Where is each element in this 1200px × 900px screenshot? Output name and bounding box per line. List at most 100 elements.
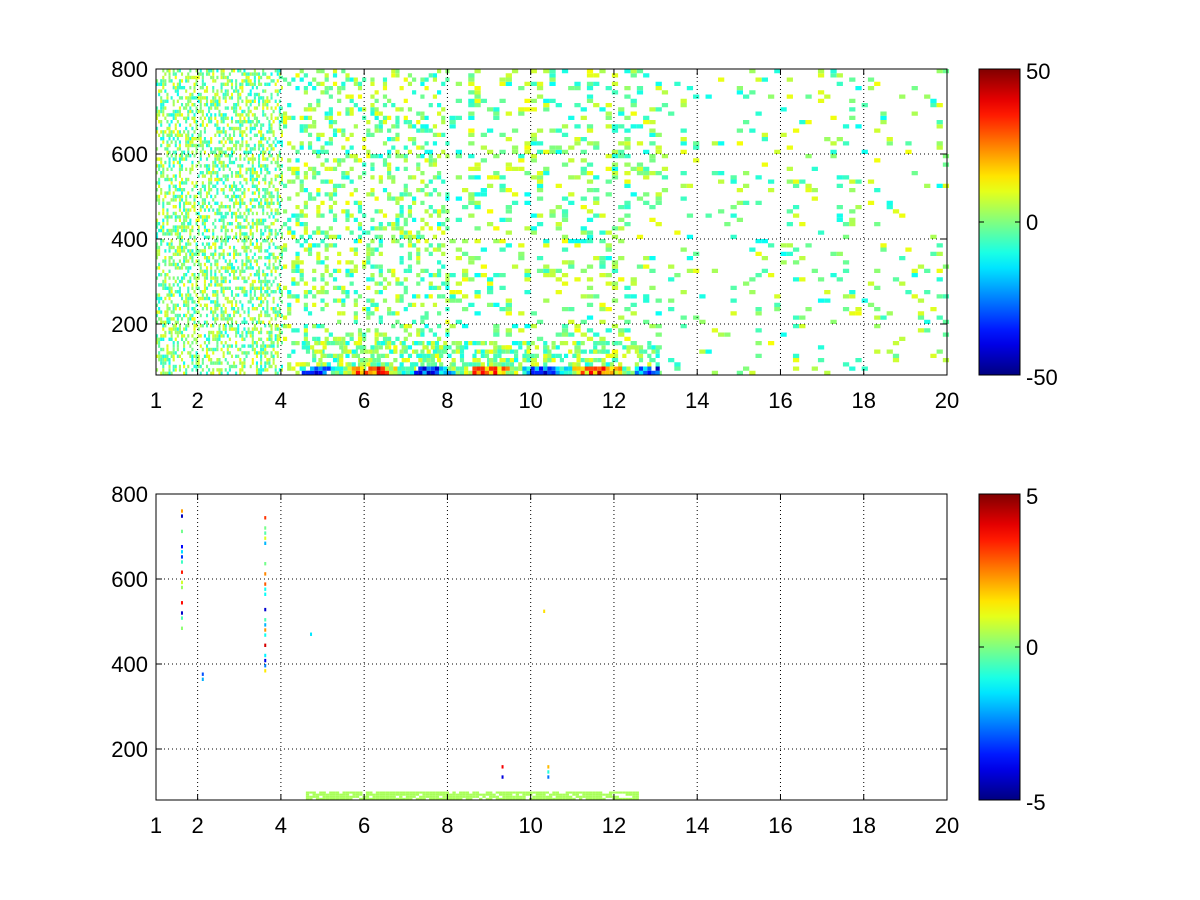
heatmap-cell <box>345 77 350 82</box>
heatmap-cell <box>445 154 450 159</box>
heatmap-cell <box>239 96 242 100</box>
heatmap-cell <box>382 795 386 798</box>
heatmap-cell <box>210 371 213 375</box>
heatmap-cell <box>391 73 396 78</box>
heatmap-cell <box>530 311 537 316</box>
heatmap-cell <box>183 228 186 233</box>
heatmap-cell <box>237 194 240 199</box>
heatmap-cell <box>197 225 200 229</box>
heatmap-cell <box>568 319 575 324</box>
heatmap-cell <box>618 217 625 222</box>
heatmap-cell <box>224 228 227 233</box>
heatmap-cell <box>212 290 215 294</box>
heatmap-cell <box>266 205 269 209</box>
heatmap-cell <box>499 285 506 290</box>
heatmap-cell <box>880 115 887 120</box>
heatmap-cell <box>278 89 281 93</box>
heatmap-cell <box>624 137 631 142</box>
heatmap-cell <box>849 115 856 120</box>
heatmap-cell <box>162 109 165 114</box>
heatmap-cell <box>786 251 793 256</box>
heatmap-cell <box>593 345 598 350</box>
heatmap-cell <box>489 370 494 375</box>
heatmap-cell <box>395 120 400 125</box>
heatmap-cell <box>291 115 296 120</box>
heatmap-cell <box>480 188 487 193</box>
heatmap-cell <box>474 239 481 244</box>
heatmap-cell <box>276 371 279 375</box>
heatmap-cell <box>168 79 171 83</box>
heatmap-cell <box>339 362 344 367</box>
heatmap-cell <box>555 149 562 154</box>
heatmap-cell <box>899 94 906 99</box>
heatmap-cell <box>282 115 288 120</box>
heatmap-cell <box>224 194 227 199</box>
heatmap-cell <box>205 273 209 277</box>
heatmap-cell <box>905 149 912 154</box>
heatmap-cell <box>332 188 338 193</box>
heatmap-cell <box>233 69 236 73</box>
heatmap-cell <box>374 111 379 116</box>
heatmap-cell <box>680 315 687 320</box>
heatmap-cell <box>605 307 612 312</box>
heatmap-cell <box>224 92 227 97</box>
heatmap-cell <box>172 228 175 233</box>
heatmap-cell <box>235 143 238 148</box>
heatmap-cell <box>166 133 169 137</box>
heatmap-cell <box>228 344 231 348</box>
heatmap-cell <box>434 366 440 371</box>
heatmap-cell <box>767 179 775 184</box>
heatmap-cell <box>205 351 209 355</box>
heatmap-cell <box>316 149 321 154</box>
heatmap-cell <box>260 232 263 236</box>
heatmap-cell <box>452 797 456 800</box>
heatmap-cell <box>605 349 610 354</box>
heatmap-cell <box>280 198 283 202</box>
heatmap-cell <box>251 334 254 338</box>
heatmap-cell <box>216 201 219 205</box>
heatmap-cell <box>543 358 548 363</box>
heatmap-cell <box>792 247 800 252</box>
heatmap-cell <box>164 296 167 301</box>
heatmap-cell <box>428 103 433 108</box>
heatmap-cell <box>220 130 223 134</box>
heatmap-cell <box>339 358 344 363</box>
heatmap-cell <box>601 370 606 375</box>
heatmap-cell <box>160 130 163 134</box>
heatmap-cell <box>403 154 408 159</box>
heatmap-cell <box>164 313 167 318</box>
heatmap-cell <box>605 341 610 346</box>
heatmap-cell <box>445 77 450 82</box>
heatmap-cell <box>416 128 421 133</box>
heatmap-cell <box>199 208 202 212</box>
heatmap-cell <box>301 345 306 350</box>
heatmap-cell <box>272 279 275 284</box>
heatmap-cell <box>439 370 444 375</box>
heatmap-cell <box>316 205 321 210</box>
heatmap-cell <box>226 317 229 321</box>
heatmap-cell <box>420 77 425 82</box>
heatmap-cell <box>191 334 194 338</box>
heatmap-cell <box>580 226 587 231</box>
heatmap-cell <box>568 370 573 375</box>
heatmap-cell <box>874 315 881 320</box>
heatmap-cell <box>874 128 881 133</box>
heatmap-cell <box>276 154 279 158</box>
heatmap-cell <box>474 90 481 95</box>
heatmap-cell <box>447 366 452 371</box>
heatmap-cell <box>162 201 165 205</box>
heatmap-cell <box>357 336 363 341</box>
heatmap-cell <box>655 362 660 367</box>
heatmap-cell <box>455 793 460 796</box>
heatmap-cell <box>486 222 494 227</box>
heatmap-cell <box>611 358 619 363</box>
heatmap-cell <box>432 209 438 214</box>
heatmap-cell <box>191 96 194 100</box>
heatmap-cell <box>391 268 396 273</box>
heatmap-cell <box>218 245 221 250</box>
heatmap-cell <box>474 166 481 171</box>
heatmap-cell <box>824 94 831 99</box>
heatmap-cell <box>233 266 236 270</box>
heatmap-cell <box>228 154 231 158</box>
heatmap-cell <box>218 160 221 165</box>
